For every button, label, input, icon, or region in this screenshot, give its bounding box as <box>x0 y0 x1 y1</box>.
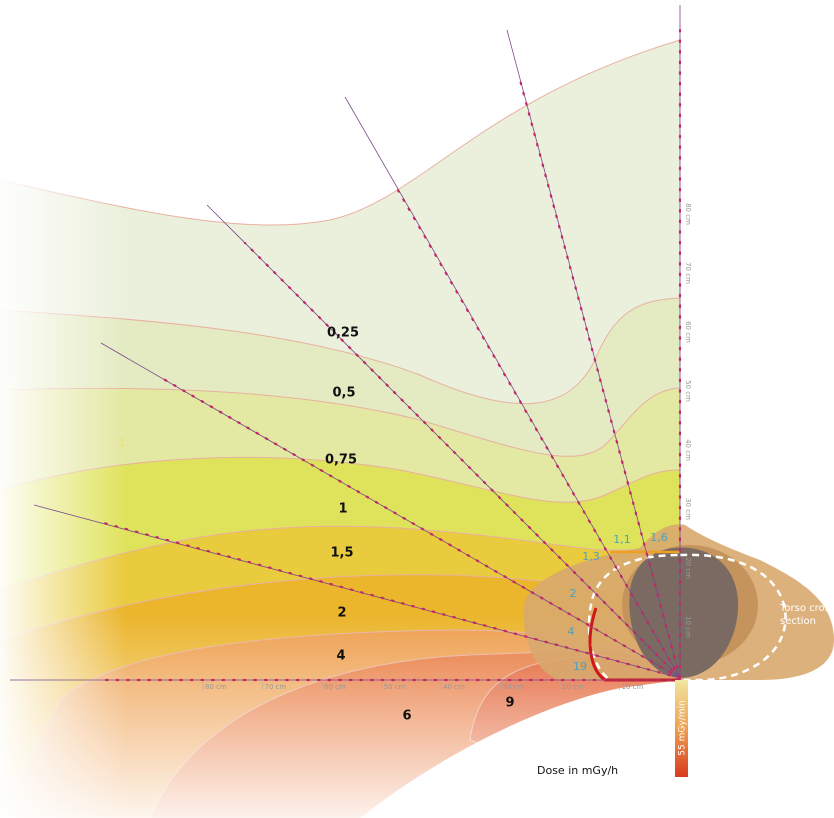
legend-title: Dose in mGy/h <box>537 764 618 777</box>
edge-dose-label: 1,6 <box>650 531 668 544</box>
horizontal-distance-label: 80 cm <box>205 683 227 691</box>
dose-label: 0,5 <box>332 386 355 401</box>
vertical-distance-label: 50 cm <box>684 380 692 402</box>
dose-label: 1 <box>338 502 347 517</box>
vertical-distance-label: 80 cm <box>684 203 692 225</box>
vertical-distance-label: 60 cm <box>684 321 692 343</box>
dose-label: 0,75 <box>325 453 357 468</box>
white-cutout <box>360 680 834 818</box>
horizontal-distance-label: 20 cm <box>562 683 584 691</box>
torso-label: Torso cross <box>779 603 834 614</box>
horizontal-distance-label: 10 cm <box>622 683 644 691</box>
dose-label: 1 <box>119 438 125 449</box>
legend: 55 mGy/min Dose in mGy/h <box>537 680 688 777</box>
fade-bottom <box>0 0 700 818</box>
horizontal-distance-label: 60 cm <box>324 683 346 691</box>
vertical-distance-label: 30 cm <box>684 498 692 520</box>
horizontal-distance-label: 50 cm <box>384 683 406 691</box>
edge-dose-label: 2 <box>570 587 577 600</box>
legend-bar-label: 55 mGy/min <box>678 700 688 755</box>
vertical-distance-label: 20 cm <box>684 557 692 579</box>
torso <box>523 524 834 682</box>
torso-label: section <box>780 616 816 627</box>
dose-label: 6 <box>402 709 411 724</box>
dose-label: 4 <box>336 649 345 664</box>
legend-bar <box>675 680 688 777</box>
vertical-distance-label: 40 cm <box>684 439 692 461</box>
horizontal-distance-label: 70 cm <box>265 683 287 691</box>
horizontal-distance-label: 30 cm <box>503 683 525 691</box>
edge-dose-label: 1,1 <box>613 533 631 546</box>
dose-label: 0,25 <box>327 326 359 341</box>
vertical-distance-label: 70 cm <box>684 262 692 284</box>
rays <box>10 5 682 682</box>
edge-dose-label: 1,3 <box>582 550 600 563</box>
dose-label: 1,5 <box>330 546 353 561</box>
edge-dose-label: 19 <box>573 660 587 673</box>
dose-label: 9 <box>505 696 514 711</box>
edge-dose-label: 4 <box>568 625 575 638</box>
dose-label: 2 <box>337 606 346 621</box>
horizontal-distance-label: 40 cm <box>443 683 465 691</box>
vertical-distance-label: 10 cm <box>684 616 692 638</box>
